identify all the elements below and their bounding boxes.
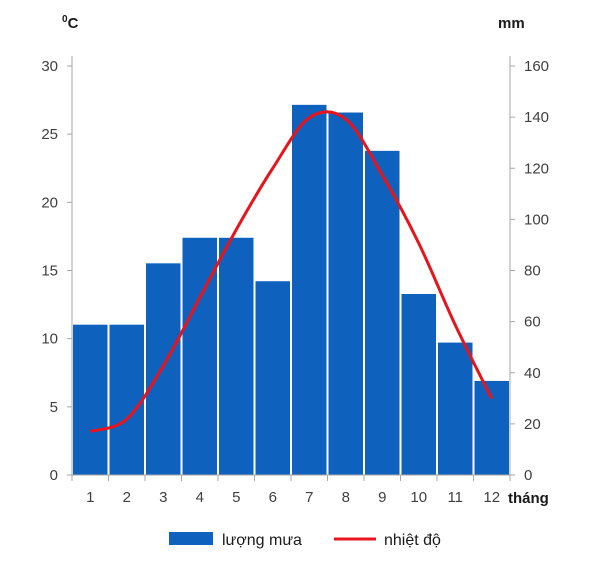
left-axis-unit-letter: C	[68, 15, 79, 32]
x-axis-label: tháng	[508, 490, 549, 507]
x-tick-label: 9	[378, 489, 386, 506]
rainfall-bar-12	[473, 379, 510, 476]
right-tick-label: 100	[524, 211, 549, 228]
rainfall-bar-3	[145, 262, 182, 476]
x-tick-label: 3	[159, 489, 167, 506]
x-tick-label: 2	[123, 489, 131, 506]
x-tick-label: 11	[447, 489, 463, 506]
right-tick-label: 80	[524, 263, 541, 280]
x-tick-label: 1	[86, 489, 94, 506]
right-tick-label: 120	[524, 160, 549, 177]
right-tick-label: 140	[524, 109, 549, 126]
right-tick-label: 160	[524, 58, 549, 75]
rainfall-bar-1	[72, 323, 109, 476]
right-axis-unit: mm	[498, 15, 525, 32]
rainfall-bar-8	[327, 111, 364, 476]
rainfall-bar-10	[400, 293, 437, 476]
legend: lượng mưa nhiệt độ	[169, 532, 441, 549]
rainfall-bar-6	[254, 280, 291, 476]
legend-label-rainfall: lượng mưa	[222, 532, 302, 549]
x-tick-label: 8	[342, 489, 350, 506]
legend-swatch-rainfall	[169, 532, 213, 545]
right-tick-label: 60	[524, 314, 541, 331]
rainfall-bar-11	[437, 341, 474, 476]
rainfall-bar-2	[108, 323, 145, 476]
right-tick-label: 0	[524, 467, 532, 484]
x-tick-label: 4	[196, 489, 204, 506]
x-tick-label: 5	[232, 489, 240, 506]
left-tick-label: 25	[41, 126, 58, 143]
left-tick-label: 0	[50, 467, 58, 484]
rainfall-bars	[72, 103, 510, 476]
temperature-line-layer	[89, 110, 494, 433]
x-tick-label: 6	[269, 489, 277, 506]
right-tick-label: 40	[524, 365, 541, 382]
rainfall-bar-5	[218, 236, 255, 476]
x-tick-label: 10	[410, 489, 427, 506]
x-tick-label: 12	[483, 489, 500, 506]
left-tick-label: 5	[50, 399, 58, 416]
right-tick-label: 20	[524, 416, 541, 433]
left-axis-unit: 0C	[62, 14, 79, 32]
left-axis-unit-sup: 0	[62, 14, 68, 25]
left-tick-label: 10	[41, 331, 58, 348]
left-tick-label: 30	[41, 58, 58, 75]
x-tick-label: 7	[305, 489, 313, 506]
rainfall-bar-9	[364, 149, 401, 476]
left-tick-label: 15	[41, 263, 58, 280]
left-tick-label: 20	[41, 194, 58, 211]
legend-label-temperature: nhiệt độ	[384, 532, 441, 549]
temperature-line	[89, 110, 494, 433]
rainfall-bar-7	[291, 103, 328, 476]
